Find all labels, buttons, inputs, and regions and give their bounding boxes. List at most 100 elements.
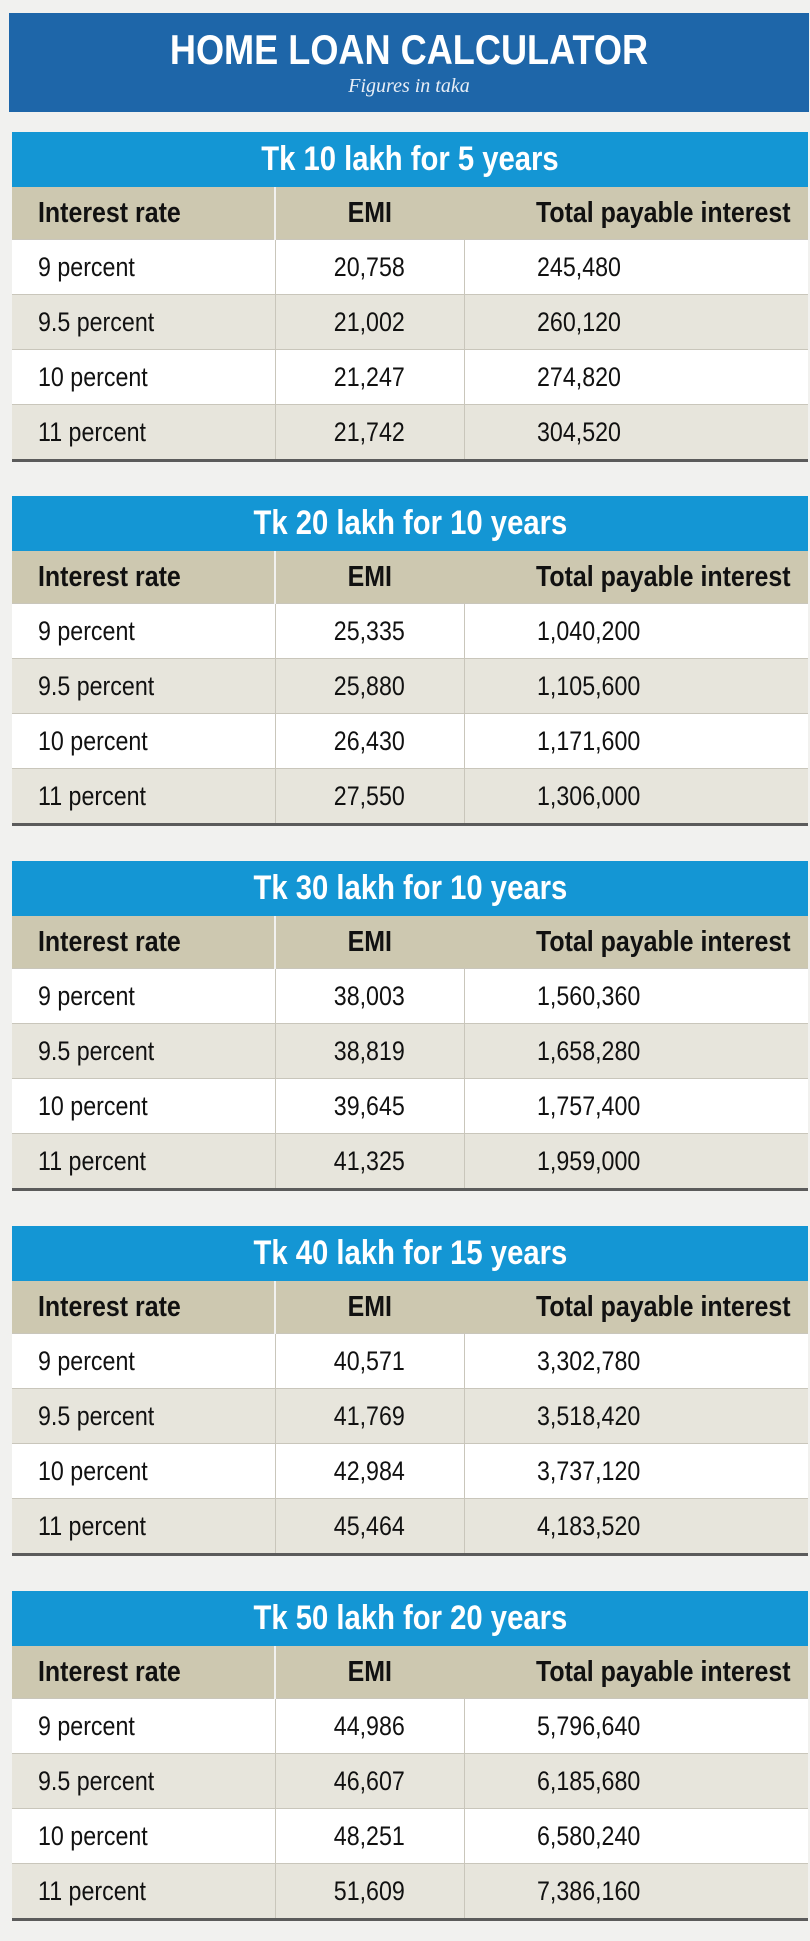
table-header-row: Interest rate EMI Total payable interest [12,1646,808,1699]
rate-cell: 9 percent [12,239,275,295]
interest-cell: 1,040,200 [464,603,808,659]
loan-table: Interest rate EMI Total payable interest… [12,551,808,823]
section-title-band: Tk 10 lakh for 5 years [12,132,808,187]
interest-cell: 6,185,680 [464,1753,808,1809]
loan-section-30-lakh: Tk 30 lakh for 10 years Interest rate EM… [12,861,808,1191]
rate-cell: 10 percent [12,1443,275,1499]
interest-cell: 1,658,280 [464,1023,808,1079]
section-divider [12,1553,808,1556]
emi-cell: 25,880 [274,658,465,714]
emi-cell: 48,251 [274,1808,465,1864]
rate-cell: 11 percent [12,404,275,459]
emi-cell: 40,571 [274,1333,465,1389]
section-title-band: Tk 20 lakh for 10 years [12,496,808,551]
table-row: 9 percent 44,986 5,796,640 [12,1698,808,1754]
emi-cell: 38,819 [274,1023,465,1079]
loan-section-50-lakh: Tk 50 lakh for 20 years Interest rate EM… [12,1591,808,1921]
interest-cell: 245,480 [464,239,808,295]
interest-cell: 6,580,240 [464,1808,808,1864]
rate-cell: 9.5 percent [12,294,275,350]
header-total-interest: Total payable interest [464,1281,808,1334]
rate-cell: 9.5 percent [12,1023,275,1079]
table-row: 9.5 percent 38,819 1,658,280 [12,1023,808,1079]
interest-cell: 7,386,160 [464,1863,808,1918]
emi-cell: 38,003 [274,968,465,1024]
interest-cell: 3,737,120 [464,1443,808,1499]
header-total-interest: Total payable interest [464,187,808,240]
interest-cell: 304,520 [464,404,808,459]
table-row: 10 percent 21,247 274,820 [12,349,808,405]
table-row: 11 percent 51,609 7,386,160 [12,1863,808,1918]
loan-section-20-lakh: Tk 20 lakh for 10 years Interest rate EM… [12,496,808,826]
interest-cell: 4,183,520 [464,1498,808,1553]
header-emi: EMI [275,1646,464,1699]
emi-cell: 46,607 [274,1753,465,1809]
rate-cell: 11 percent [12,1133,275,1188]
interest-cell: 5,796,640 [464,1698,808,1754]
interest-cell: 274,820 [464,349,808,405]
section-divider [12,459,808,462]
header-interest-rate: Interest rate [12,916,275,969]
page-subtitle: Figures in taka [348,75,470,97]
section-title: Tk 50 lakh for 20 years [253,1599,567,1637]
header-interest-rate: Interest rate [12,187,275,240]
table-row: 9 percent 40,571 3,302,780 [12,1333,808,1389]
table-row: 9 percent 38,003 1,560,360 [12,968,808,1024]
table-header-row: Interest rate EMI Total payable interest [12,1281,808,1334]
section-title-band: Tk 50 lakh for 20 years [12,1591,808,1646]
header-interest-rate: Interest rate [12,1646,275,1699]
emi-cell: 42,984 [274,1443,465,1499]
table-header-row: Interest rate EMI Total payable interest [12,187,808,240]
emi-cell: 44,986 [274,1698,465,1754]
table-header-row: Interest rate EMI Total payable interest [12,551,808,604]
page-title: HOME LOAN CALCULATOR [169,26,649,73]
header-emi: EMI [275,551,464,604]
section-title: Tk 10 lakh for 5 years [261,140,559,178]
header-emi: EMI [275,1281,464,1334]
emi-cell: 26,430 [274,713,465,769]
interest-cell: 1,105,600 [464,658,808,714]
interest-cell: 1,959,000 [464,1133,808,1188]
table-header-row: Interest rate EMI Total payable interest [12,916,808,969]
header-total-interest: Total payable interest [464,1646,808,1699]
loan-table: Interest rate EMI Total payable interest… [12,1281,808,1553]
table-row: 11 percent 45,464 4,183,520 [12,1498,808,1553]
section-title: Tk 40 lakh for 15 years [253,1234,567,1272]
table-row: 10 percent 42,984 3,737,120 [12,1443,808,1499]
rate-cell: 10 percent [12,349,275,405]
table-row: 10 percent 26,430 1,171,600 [12,713,808,769]
header-emi: EMI [275,916,464,969]
emi-cell: 41,325 [274,1133,465,1188]
rate-cell: 9 percent [12,603,275,659]
loan-table: Interest rate EMI Total payable interest… [12,187,808,459]
section-divider [12,1918,808,1921]
calculator-header: HOME LOAN CALCULATOR Figures in taka [9,13,809,112]
table-row: 9 percent 25,335 1,040,200 [12,603,808,659]
interest-cell: 3,518,420 [464,1388,808,1444]
interest-cell: 1,306,000 [464,768,808,823]
loan-table: Interest rate EMI Total payable interest… [12,1646,808,1918]
header-total-interest: Total payable interest [464,916,808,969]
loan-section-40-lakh: Tk 40 lakh for 15 years Interest rate EM… [12,1226,808,1556]
loan-table: Interest rate EMI Total payable interest… [12,916,808,1188]
table-row: 9 percent 20,758 245,480 [12,239,808,295]
rate-cell: 10 percent [12,713,275,769]
rate-cell: 10 percent [12,1078,275,1134]
emi-cell: 25,335 [274,603,465,659]
table-row: 11 percent 41,325 1,959,000 [12,1133,808,1188]
loan-section-10-lakh: Tk 10 lakh for 5 years Interest rate EMI… [12,132,808,462]
rate-cell: 9.5 percent [12,1753,275,1809]
header-total-interest: Total payable interest [464,551,808,604]
emi-cell: 39,645 [274,1078,465,1134]
section-title-band: Tk 40 lakh for 15 years [12,1226,808,1281]
interest-cell: 1,171,600 [464,713,808,769]
rate-cell: 9 percent [12,1698,275,1754]
table-row: 11 percent 21,742 304,520 [12,404,808,459]
rate-cell: 9 percent [12,1333,275,1389]
rate-cell: 11 percent [12,1498,275,1553]
table-row: 10 percent 39,645 1,757,400 [12,1078,808,1134]
header-interest-rate: Interest rate [12,1281,275,1334]
rate-cell: 9.5 percent [12,1388,275,1444]
section-divider [12,1188,808,1191]
